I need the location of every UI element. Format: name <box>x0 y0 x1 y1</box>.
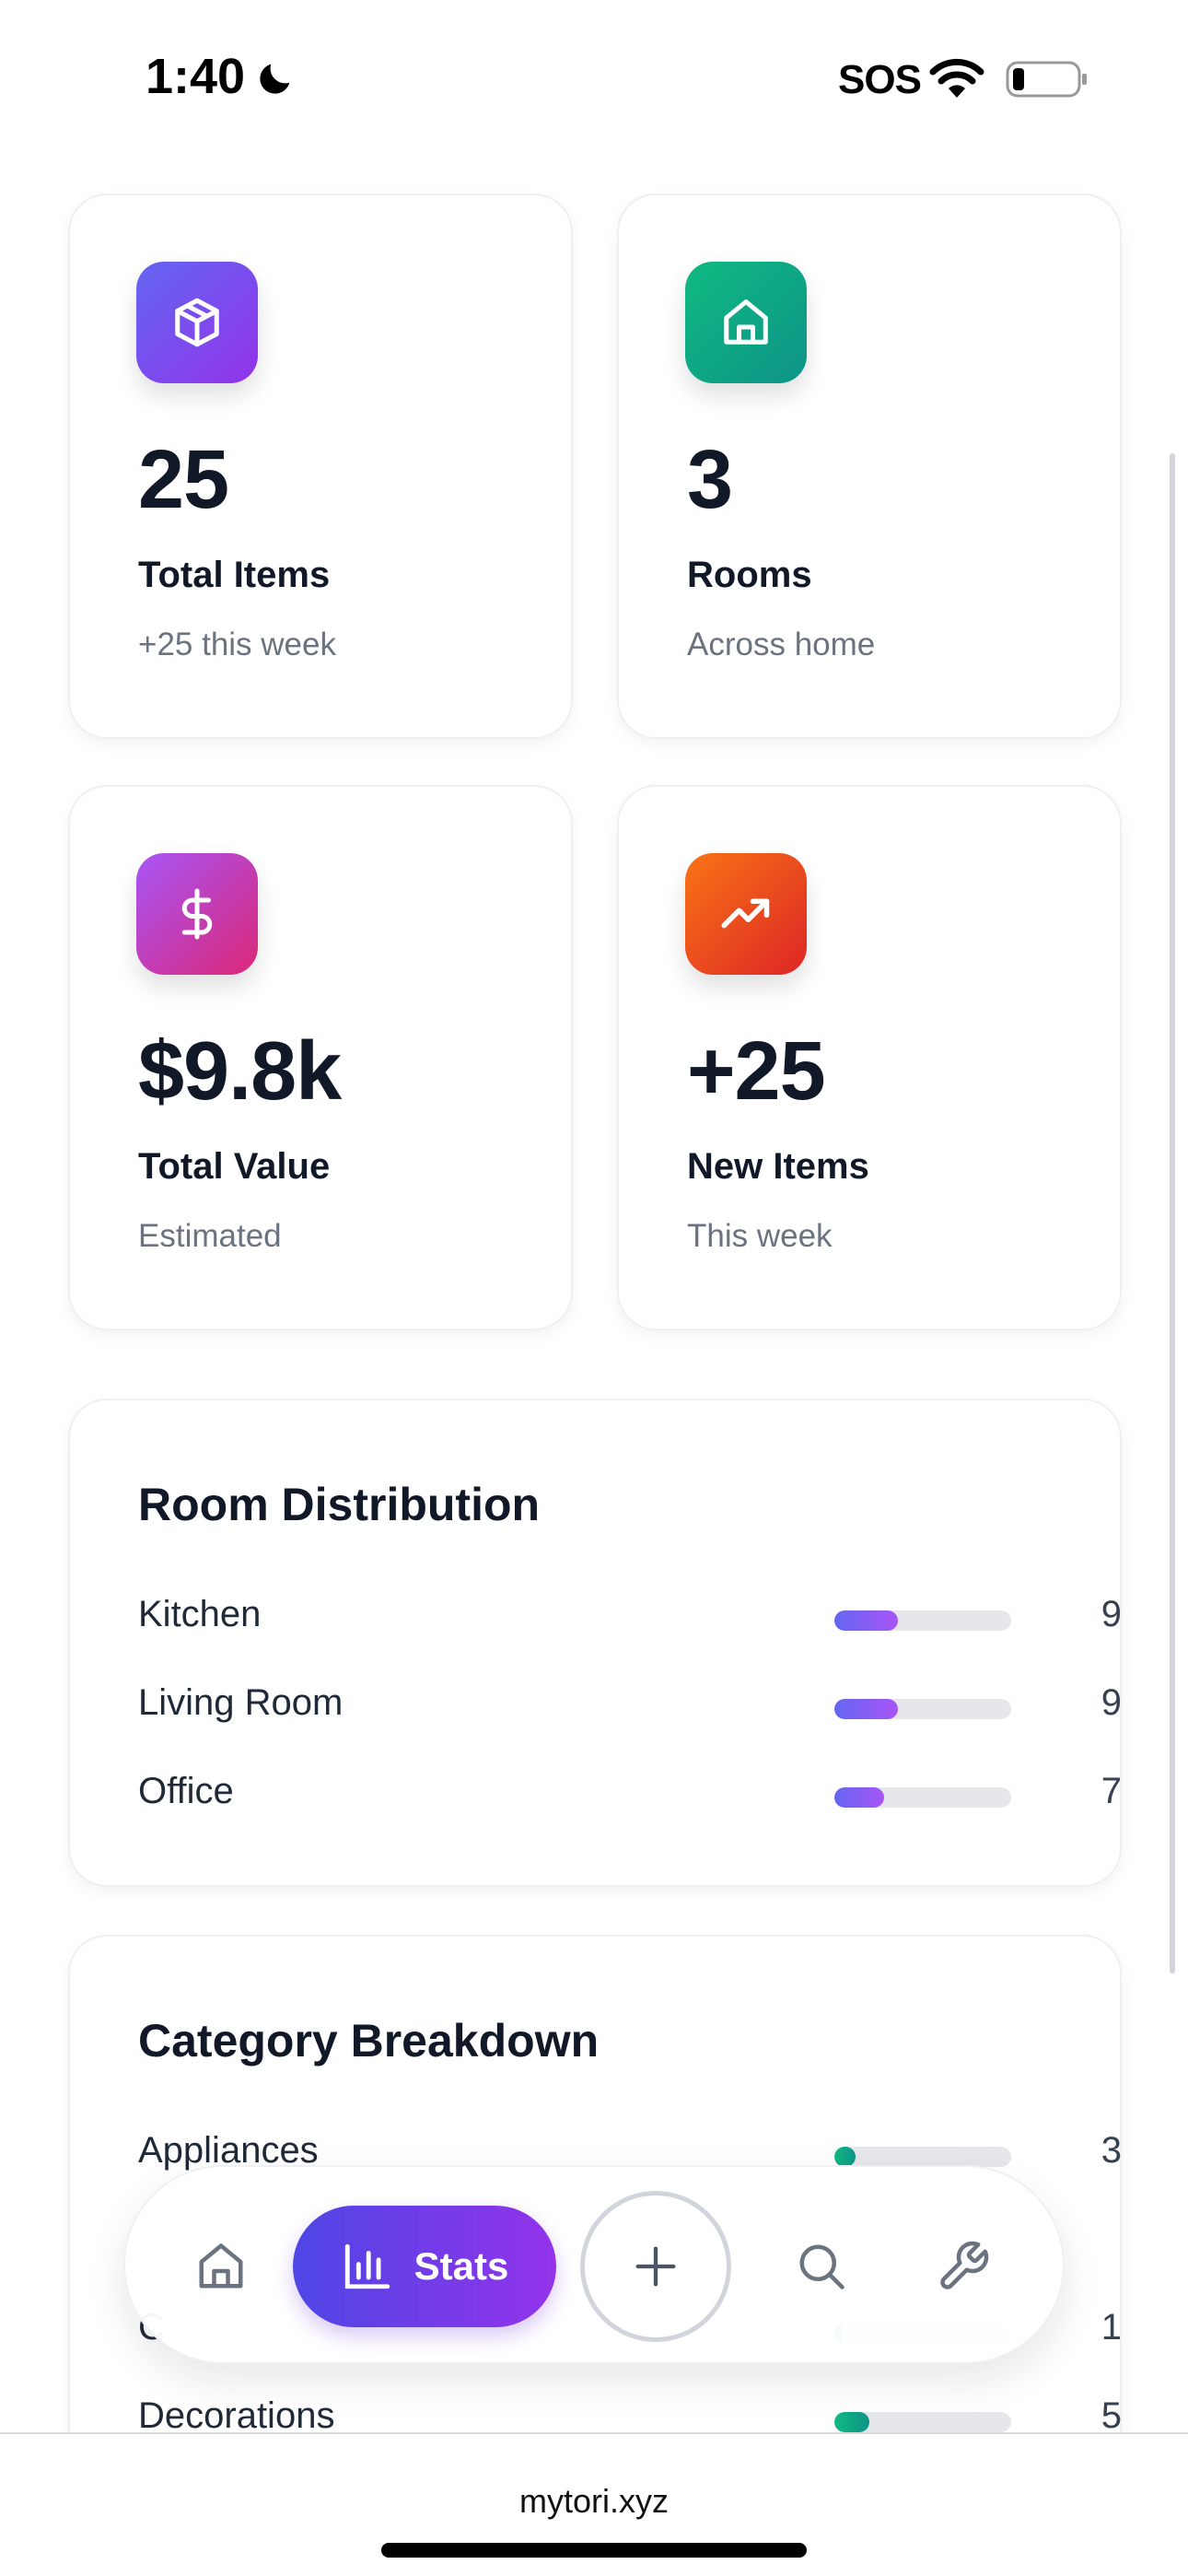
nav-stats-label: Stats <box>413 2244 509 2288</box>
stat-value: 3 <box>687 434 733 526</box>
nav-tools-button[interactable] <box>926 2230 1000 2303</box>
browser-address-bar[interactable]: mytori.xyz <box>0 2432 1188 2576</box>
stat-card-total-value[interactable]: $9.8k Total Value Estimated <box>68 785 573 1330</box>
status-time: 1:40 <box>146 49 246 104</box>
category-name: Decorations <box>138 2395 335 2436</box>
category-progress-track <box>834 2147 1011 2167</box>
room-progress-track <box>834 1610 1011 1631</box>
category-progress-track <box>834 2412 1011 2432</box>
room-count: 9 <box>1101 1682 1122 1723</box>
stat-subtext: Estimated <box>138 1218 282 1254</box>
stat-label: New Items <box>687 1146 869 1187</box>
home-icon <box>199 2243 243 2289</box>
page-scrollbar[interactable] <box>1170 453 1175 1973</box>
category-count: 1 <box>1101 2307 1122 2348</box>
room-distribution-card: Room Distribution Kitchen 9 Living Room … <box>68 1399 1122 1887</box>
category-count: 3 <box>1101 2130 1122 2171</box>
stat-icon-tile <box>136 262 258 383</box>
stat-subtext: +25 this week <box>138 626 336 662</box>
home-indicator[interactable] <box>381 2543 807 2558</box>
room-progress-fill <box>834 1699 899 1719</box>
section-title: Category Breakdown <box>138 2015 600 2067</box>
add-item-button[interactable] <box>580 2191 731 2342</box>
moon-icon <box>260 64 290 94</box>
category-count: 5 <box>1101 2395 1122 2436</box>
room-count: 9 <box>1101 1594 1122 1634</box>
stat-icon-tile <box>136 853 258 975</box>
room-progress-track <box>834 1787 1011 1808</box>
room-name: Living Room <box>138 1682 344 1723</box>
section-title: Room Distribution <box>138 1479 541 1530</box>
stat-icon-tile <box>685 262 807 383</box>
room-row[interactable]: Kitchen 9 <box>138 1588 1122 1644</box>
stat-card-new-items[interactable]: +25 New Items This week <box>617 785 1122 1330</box>
home-icon <box>724 299 768 345</box>
url-text[interactable]: mytori.xyz <box>519 2482 669 2520</box>
nav-stats-button[interactable]: Stats <box>293 2206 556 2327</box>
room-progress-fill <box>834 1610 899 1631</box>
wrench-icon <box>940 2241 989 2289</box>
plus-icon <box>635 2246 676 2287</box>
stats-icon <box>344 2243 390 2289</box>
category-progress-fill <box>834 2412 870 2432</box>
room-progress-track <box>834 1699 1011 1719</box>
room-progress-fill <box>834 1787 884 1808</box>
dollar-icon <box>181 888 213 940</box>
stat-card-total-items[interactable]: 25 Total Items +25 this week <box>68 193 573 739</box>
room-row[interactable]: Living Room 9 <box>138 1677 1122 1732</box>
trending-up-icon <box>721 898 770 929</box>
category-name: Appliances <box>138 2130 319 2171</box>
search-icon <box>799 2244 844 2289</box>
wifi-icon <box>929 58 984 98</box>
category-progress-fill <box>834 2147 856 2167</box>
box-icon <box>175 298 219 347</box>
stat-card-rooms[interactable]: 3 Rooms Across home <box>617 193 1122 739</box>
battery-icon <box>1006 61 1087 98</box>
stat-value: 25 <box>138 434 229 526</box>
stat-value: $9.8k <box>138 1025 342 1118</box>
room-row[interactable]: Office 7 <box>138 1765 1122 1821</box>
status-bar: 1:40 SOS <box>0 0 1188 161</box>
sos-indicator: SOS <box>838 57 922 102</box>
bottom-nav: Stats <box>123 2165 1065 2364</box>
stat-subtext: Across home <box>687 626 876 662</box>
nav-home-button[interactable] <box>184 2230 258 2303</box>
stat-label: Total Items <box>138 555 331 595</box>
category-row[interactable]: Decorations 5 <box>138 2390 1122 2445</box>
stat-icon-tile <box>685 853 807 975</box>
nav-search-button[interactable] <box>785 2230 858 2303</box>
stat-subtext: This week <box>687 1218 833 1254</box>
room-count: 7 <box>1101 1771 1122 1811</box>
stat-label: Rooms <box>687 555 812 595</box>
room-name: Office <box>138 1771 234 1811</box>
stat-value: +25 <box>687 1025 826 1118</box>
stat-label: Total Value <box>138 1146 331 1187</box>
category-row[interactable]: Appliances 3 <box>138 2125 1122 2180</box>
room-name: Kitchen <box>138 1594 262 1634</box>
